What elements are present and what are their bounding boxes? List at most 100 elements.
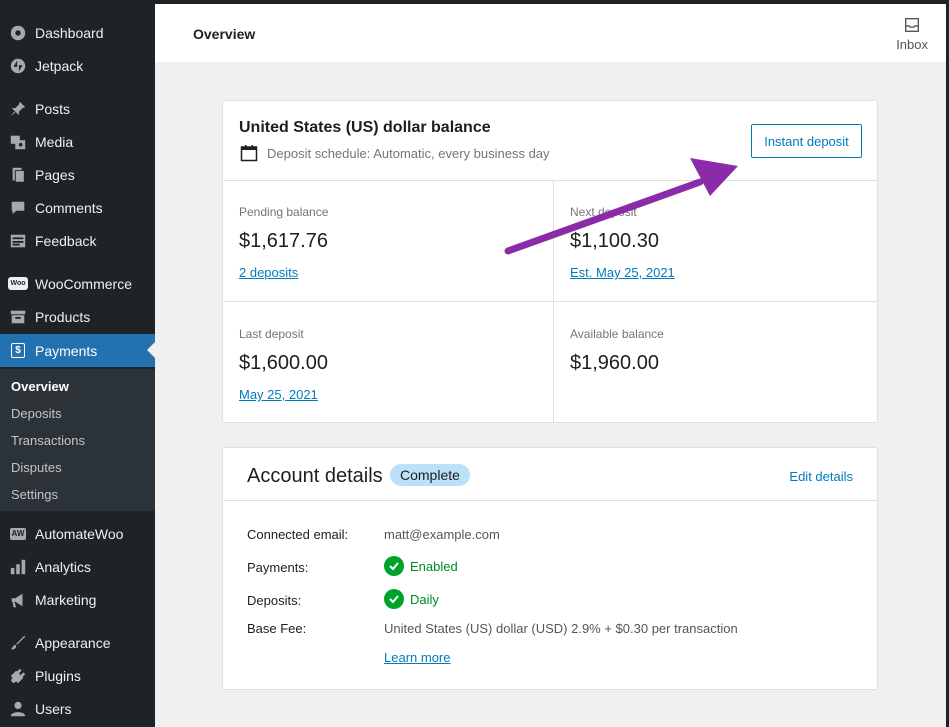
email-value: matt@example.com [384, 527, 500, 542]
divider [223, 180, 877, 181]
deposits-label: Deposits: [247, 593, 302, 608]
pending-deposits-link[interactable]: 2 deposits [239, 265, 299, 280]
archive-icon [9, 308, 27, 326]
menu-label: Products [35, 308, 91, 325]
email-label: Connected email: [247, 527, 349, 542]
menu-item-users[interactable]: Users [0, 692, 155, 725]
dollar-icon: $ [9, 342, 27, 360]
menu-item-media[interactable]: Media [0, 125, 155, 158]
edit-details-link[interactable]: Edit details [789, 469, 853, 484]
automatewoo-icon: AW [9, 527, 27, 540]
menu-item-payments[interactable]: $ Payments [0, 334, 155, 367]
balance-card: United States (US) dollar balance Deposi… [222, 100, 878, 423]
plug-icon [9, 667, 27, 685]
base-fee-label: Base Fee: [247, 621, 307, 636]
check-circle-icon [384, 589, 404, 609]
deposits-value: Daily [410, 591, 439, 607]
base-fee-value: United States (US) dollar (USD) 2.9% + $… [384, 621, 738, 636]
pin-icon [9, 100, 27, 118]
last-deposit-label: Last deposit [239, 327, 304, 341]
deposit-schedule-text: Deposit schedule: Automatic, every busin… [267, 145, 550, 161]
next-deposit-date-link[interactable]: Est. May 25, 2021 [570, 265, 675, 280]
submenu-disputes[interactable]: Disputes [11, 460, 62, 475]
balance-title: United States (US) dollar balance [239, 119, 491, 136]
deposit-schedule: Deposit schedule: Automatic, every busin… [239, 143, 550, 163]
menu-label: WooCommerce [35, 275, 132, 292]
menu-item-appearance[interactable]: Appearance [0, 626, 155, 659]
menu-item-woocommerce[interactable]: Woo WooCommerce [0, 267, 155, 300]
pages-icon [9, 166, 27, 184]
menu-label: Media [35, 133, 74, 150]
payments-value: Enabled [410, 558, 458, 574]
last-deposit: Last deposit $1,600.00 May 25, 2021 [239, 327, 328, 404]
status-badge: Complete [390, 464, 470, 486]
learn-more-link[interactable]: Learn more [384, 650, 451, 665]
menu-label: Pages [35, 166, 75, 183]
menu-label: Comments [35, 199, 103, 216]
page-header: Overview Inbox [155, 4, 946, 62]
menu-item-marketing[interactable]: Marketing [0, 583, 155, 616]
menu-item-posts[interactable]: Posts [0, 92, 155, 125]
available-balance-label: Available balance [570, 327, 664, 341]
menu-item-jetpack[interactable]: Jetpack [0, 49, 155, 82]
divider [223, 500, 877, 501]
pending-balance: Pending balance $1,617.76 2 deposits [239, 205, 328, 282]
menu-item-pages[interactable]: Pages [0, 158, 155, 191]
window-edge [946, 0, 949, 727]
submenu-transactions[interactable]: Transactions [11, 433, 85, 448]
payments-submenu: Overview Deposits Transactions Disputes … [0, 369, 155, 511]
next-deposit-label: Next deposit [570, 205, 637, 219]
menu-label: Payments [35, 342, 98, 359]
menu-item-comments[interactable]: Comments [0, 191, 155, 224]
woo-icon: Woo [8, 275, 28, 293]
menu-label: Plugins [35, 667, 81, 684]
last-deposit-date-link[interactable]: May 25, 2021 [239, 387, 318, 402]
check-circle-icon [384, 556, 404, 576]
menu-item-plugins[interactable]: Plugins [0, 659, 155, 692]
jetpack-icon [9, 57, 27, 75]
menu-label: Marketing [35, 591, 97, 608]
menu-label: Users [35, 700, 72, 717]
menu-label: AutomateWoo [35, 525, 124, 542]
menu-label: Analytics [35, 558, 92, 575]
instant-deposit-button[interactable]: Instant deposit [751, 124, 862, 158]
pending-balance-value: $1,617.76 [239, 230, 328, 252]
divider [553, 180, 554, 422]
submenu-overview[interactable]: Overview [11, 379, 69, 394]
inbox-icon [905, 18, 920, 32]
available-balance-value: $1,960.00 [570, 352, 659, 374]
menu-item-feedback[interactable]: Feedback [0, 224, 155, 257]
admin-sidebar: Dashboard Jetpack Posts Media Pages Comm… [0, 0, 155, 727]
feedback-icon [9, 232, 27, 250]
page-title: Overview [193, 26, 256, 42]
menu-item-products[interactable]: Products [0, 300, 155, 333]
inbox-button[interactable]: Inbox [896, 16, 928, 52]
menu-label: Posts [35, 100, 71, 117]
available-balance: Available balance $1,960.00 [570, 327, 664, 375]
submenu-deposits[interactable]: Deposits [11, 406, 62, 421]
deposits-status: Daily [384, 589, 439, 609]
brush-icon [9, 634, 27, 652]
menu-item-dashboard[interactable]: Dashboard [0, 16, 155, 49]
next-deposit: Next deposit $1,100.30 Est. May 25, 2021 [570, 205, 675, 282]
megaphone-icon [9, 591, 27, 609]
menu-label: Appearance [35, 634, 111, 651]
menu-label: Dashboard [35, 24, 104, 41]
menu-item-automatewoo[interactable]: AW AutomateWoo [0, 517, 155, 550]
media-icon [9, 133, 27, 151]
payments-label: Payments: [247, 560, 309, 575]
menu-label: Feedback [35, 232, 97, 249]
bar-chart-icon [9, 558, 27, 576]
divider [223, 301, 877, 302]
payments-status: Enabled [384, 556, 458, 576]
inbox-label: Inbox [896, 37, 928, 52]
user-icon [9, 700, 27, 718]
menu-label: Jetpack [35, 57, 84, 74]
next-deposit-value: $1,100.30 [570, 230, 659, 252]
pending-balance-label: Pending balance [239, 205, 329, 219]
dashboard-icon [9, 24, 27, 42]
comment-icon [9, 199, 27, 217]
menu-item-analytics[interactable]: Analytics [0, 550, 155, 583]
submenu-settings[interactable]: Settings [11, 487, 58, 502]
account-details-title: Account details [247, 465, 383, 487]
